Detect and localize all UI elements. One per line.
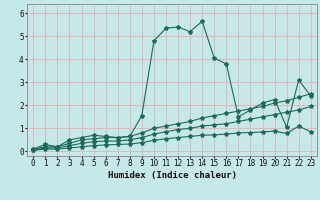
X-axis label: Humidex (Indice chaleur): Humidex (Indice chaleur): [108, 171, 236, 180]
